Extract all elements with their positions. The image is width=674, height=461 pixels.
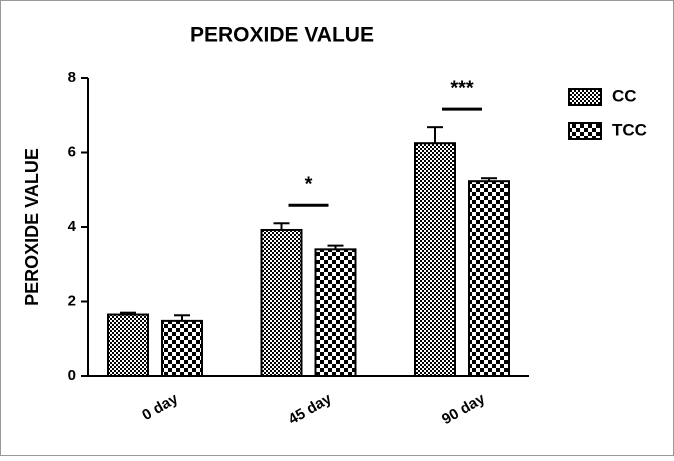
bar (414, 142, 456, 377)
bar (314, 248, 357, 378)
y-tick-label: 6 (68, 143, 76, 160)
legend-label: TCC (612, 120, 647, 139)
y-tick-label: 4 (68, 218, 77, 235)
bar (260, 228, 303, 377)
significance-label: *** (450, 77, 474, 99)
legend-swatch (568, 122, 602, 140)
y-tick-label: 0 (68, 367, 76, 384)
bar (468, 180, 510, 377)
bar (161, 319, 203, 377)
chart-title: PEROXIDE VALUE (190, 24, 374, 47)
significance-label: * (305, 174, 313, 196)
legend-label: CC (612, 86, 637, 105)
bar (107, 313, 149, 378)
y-tick-label: 8 (68, 69, 76, 86)
legend-swatch (568, 88, 602, 106)
y-tick-label: 2 (68, 292, 76, 309)
y-axis-label: PEROXIDE VALUE (22, 148, 42, 306)
